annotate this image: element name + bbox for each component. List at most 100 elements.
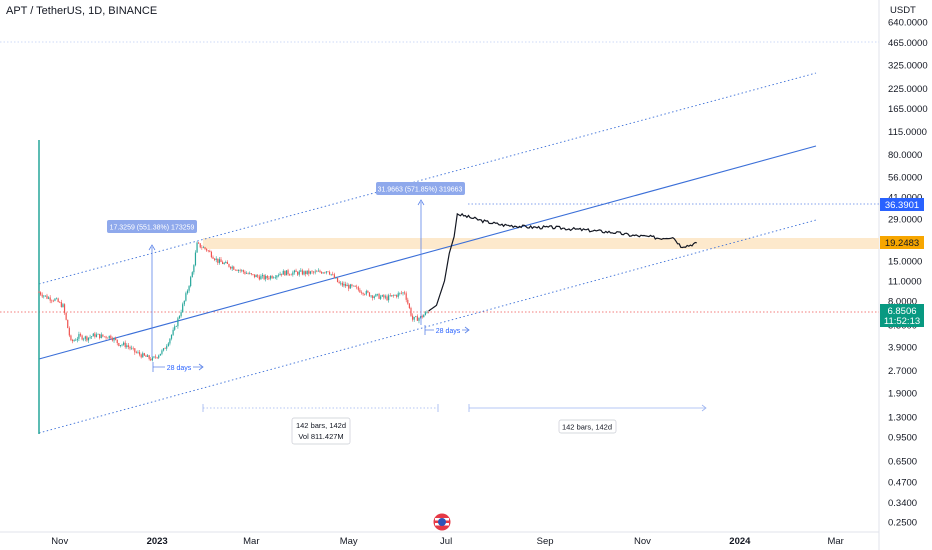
candle-body bbox=[244, 271, 246, 274]
candle-body bbox=[351, 284, 353, 286]
candle-body bbox=[202, 247, 205, 248]
price-tag-19[interactable]: 19.2483 bbox=[880, 236, 924, 249]
candle-body bbox=[399, 292, 401, 294]
candle-body bbox=[172, 329, 174, 335]
price-tick-label: 1.3000 bbox=[888, 412, 917, 423]
candle-body bbox=[260, 276, 262, 280]
channel-mid-line[interactable] bbox=[38, 145, 817, 360]
measure-1-label: 17.3259 (551.38%) 173259 bbox=[110, 225, 195, 232]
candle-body bbox=[282, 270, 284, 275]
candle-body bbox=[134, 348, 136, 353]
candle-body bbox=[47, 297, 50, 299]
candle-body bbox=[182, 304, 184, 313]
price-axis[interactable]: 640.0000 465.0000 325.0000 225.0000 165.0000… bbox=[888, 18, 928, 529]
date-range-2[interactable]: 142 bars, 142d bbox=[468, 404, 707, 434]
candle-body bbox=[234, 269, 236, 271]
candle-body bbox=[222, 262, 224, 265]
candle-body bbox=[209, 250, 211, 253]
price-tick-label: 29.0000 bbox=[888, 215, 922, 226]
days-measure-2[interactable]: 28 days bbox=[424, 325, 470, 335]
price-tick-label: 56.0000 bbox=[888, 173, 922, 184]
time-tick-label: 2023 bbox=[147, 536, 168, 547]
candle-body bbox=[59, 301, 61, 303]
price-tick-label: 225.0000 bbox=[888, 84, 928, 95]
candle-body bbox=[263, 275, 265, 280]
candle-body bbox=[268, 277, 270, 279]
candle-body bbox=[223, 262, 225, 265]
candle-body bbox=[151, 357, 153, 361]
days-1-label: 28 days bbox=[167, 365, 192, 372]
price-tick-label: 15.0000 bbox=[888, 257, 922, 268]
candle-body bbox=[333, 274, 335, 279]
candle-body bbox=[194, 252, 197, 266]
candle-body bbox=[370, 295, 372, 297]
time-axis[interactable]: Nov 2023 Mar May Jul Sep Nov 2024 Mar bbox=[51, 536, 844, 547]
candle-body bbox=[421, 316, 423, 318]
candle-body bbox=[261, 275, 264, 277]
candle-body bbox=[84, 336, 86, 339]
candle-body bbox=[100, 334, 102, 339]
candle-body bbox=[386, 296, 388, 301]
candle-body bbox=[78, 334, 80, 339]
candle-body bbox=[320, 271, 323, 274]
price-measure-2[interactable]: 31.9663 (571.85%) 319663 bbox=[376, 182, 465, 325]
time-tick-label: Jul bbox=[440, 536, 452, 547]
projection-path[interactable] bbox=[428, 212, 697, 312]
candle-body bbox=[108, 335, 110, 339]
candle-body bbox=[138, 352, 141, 355]
price-tick-label: 0.9500 bbox=[888, 432, 917, 443]
candle-body bbox=[76, 338, 78, 341]
price-tick-label: 115.0000 bbox=[888, 127, 927, 138]
candle-body bbox=[284, 270, 286, 276]
price-tick-label: 325.0000 bbox=[888, 61, 928, 72]
candle-body bbox=[218, 259, 221, 263]
candle-body bbox=[313, 271, 315, 273]
candle-body bbox=[41, 294, 43, 297]
price-tag-19-value: 19.2483 bbox=[885, 238, 919, 249]
candle-body bbox=[411, 315, 414, 320]
candle-body bbox=[75, 340, 77, 341]
resistance-zone[interactable] bbox=[203, 238, 879, 249]
candle-body bbox=[325, 271, 327, 273]
days-2-label: 28 days bbox=[436, 328, 461, 335]
candle-body bbox=[70, 335, 72, 340]
candle-body bbox=[130, 347, 133, 349]
price-measure-1[interactable]: 17.3259 (551.38%) 173259 bbox=[107, 220, 197, 357]
current-price-tag[interactable]: 6.8506 11:52:13 bbox=[880, 304, 924, 327]
candle-body bbox=[169, 338, 171, 344]
candle-body bbox=[162, 348, 165, 351]
candle-body bbox=[265, 276, 267, 280]
candle-body bbox=[344, 283, 347, 287]
candle-body bbox=[319, 270, 321, 272]
candle-body bbox=[336, 277, 339, 283]
candle-body bbox=[352, 285, 355, 287]
candle-body bbox=[346, 285, 348, 287]
candle-body bbox=[177, 318, 179, 327]
candle-body bbox=[193, 265, 195, 273]
candle-body bbox=[287, 270, 289, 275]
candle-body bbox=[94, 333, 96, 337]
candle-body bbox=[140, 354, 142, 358]
candle-body bbox=[148, 355, 150, 359]
candle-body bbox=[309, 271, 312, 274]
candle-body bbox=[225, 262, 227, 263]
candle-body bbox=[150, 358, 152, 361]
candle-body bbox=[427, 312, 430, 313]
chart-title: APT / TetherUS, 1D, BINANCE bbox=[6, 5, 158, 17]
candle-body bbox=[161, 350, 163, 354]
candle-body bbox=[249, 273, 251, 274]
candle-body bbox=[156, 357, 158, 358]
date-range-1[interactable]: 142 bars, 142d Vol 811.427M bbox=[202, 404, 439, 445]
candle-body bbox=[255, 275, 257, 278]
candle-body bbox=[340, 282, 342, 284]
time-tick-label: Sep bbox=[537, 536, 554, 547]
candle-body bbox=[237, 270, 240, 271]
price-tag-36[interactable]: 36.3901 bbox=[880, 198, 924, 211]
candle-body bbox=[239, 270, 241, 271]
candle-body bbox=[383, 295, 385, 298]
time-tick-label: Nov bbox=[51, 536, 68, 547]
days-measure-1[interactable]: 28 days bbox=[152, 362, 204, 372]
candle-body bbox=[410, 308, 412, 316]
candle-body bbox=[384, 296, 387, 298]
